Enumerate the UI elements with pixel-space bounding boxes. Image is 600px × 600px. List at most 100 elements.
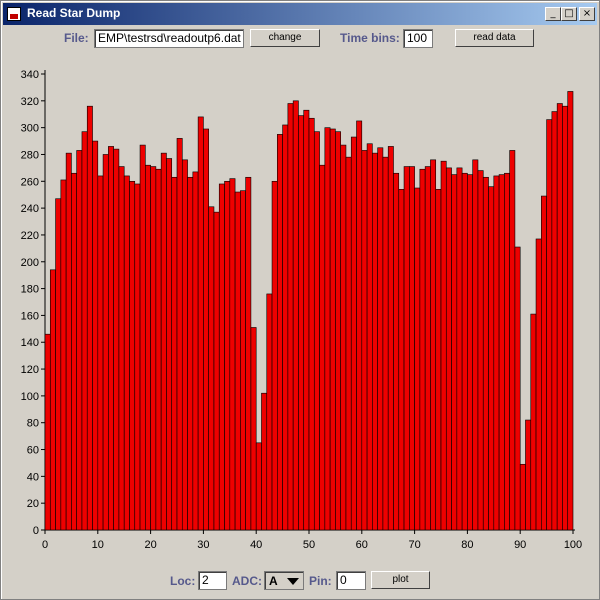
- x-tick-label: 50: [303, 539, 315, 551]
- histogram-bar: [102, 154, 109, 531]
- histogram-bar: [535, 238, 542, 531]
- histogram-bar: [187, 176, 194, 531]
- x-tick-label: 80: [461, 539, 473, 551]
- loc-label: Loc:: [170, 574, 196, 588]
- plot-button[interactable]: plot: [371, 571, 430, 589]
- y-tick-label: 40: [27, 471, 39, 483]
- histogram-bar: [541, 195, 547, 531]
- histogram-bar: [350, 136, 357, 531]
- y-tick-label: 260: [21, 176, 39, 188]
- pin-field[interactable]: 0: [336, 571, 366, 590]
- x-tick-label: 30: [197, 539, 209, 551]
- histogram-bar: [398, 189, 405, 531]
- histogram-bar: [282, 124, 289, 531]
- chevron-down-icon[interactable]: [287, 578, 299, 585]
- histogram-bar: [49, 269, 56, 531]
- y-tick-label: 20: [27, 498, 39, 510]
- x-axis: 0 10 20 30 40 50 60 70 80 90 100: [42, 529, 582, 551]
- histogram-bar: [76, 150, 83, 531]
- y-tick-label: 80: [27, 418, 39, 430]
- x-tick-label: 0: [42, 539, 48, 551]
- histogram-bar: [255, 442, 262, 531]
- x-tick-label: 10: [92, 539, 104, 551]
- y-tick-label: 0: [33, 525, 39, 537]
- histogram-bar: [562, 105, 569, 531]
- histogram-bar: [192, 171, 199, 531]
- histogram-bar: [472, 159, 479, 531]
- minimize-button[interactable]: _: [545, 7, 561, 21]
- close-button[interactable]: ×: [579, 7, 595, 21]
- histogram-bar: [118, 166, 125, 531]
- histogram-bar: [271, 180, 278, 531]
- histogram-bar: [308, 117, 315, 531]
- time-bins-field[interactable]: 100: [403, 29, 433, 48]
- file-label: File:: [64, 31, 89, 45]
- histogram-bar: [245, 176, 252, 531]
- read-data-button[interactable]: read data: [455, 29, 534, 47]
- histogram-bar: [224, 180, 231, 531]
- histogram-bar: [65, 152, 72, 531]
- histogram-bar: [166, 158, 173, 531]
- x-tick-label: 20: [144, 539, 156, 551]
- change-button[interactable]: change: [250, 29, 320, 47]
- histogram-bar: [345, 156, 352, 531]
- histogram-bar: [546, 119, 553, 531]
- histogram-bar: [519, 463, 526, 531]
- window-title: Read Star Dump: [27, 6, 121, 20]
- title-bar[interactable]: Read Star Dump _ □ ×: [3, 3, 597, 25]
- y-tick-label: 280: [21, 149, 39, 161]
- histogram-bar: [435, 189, 442, 531]
- histogram-bar: [340, 144, 347, 531]
- y-tick-label: 200: [21, 257, 39, 269]
- histogram-bar: [509, 150, 516, 531]
- loc-field[interactable]: 2: [198, 571, 227, 590]
- histogram-bar: [229, 178, 236, 531]
- histogram-bar: [277, 134, 283, 531]
- histogram-bar: [123, 175, 130, 531]
- histogram-bar: [451, 174, 458, 531]
- histogram-bar: [382, 156, 389, 531]
- time-bins-label: Time bins:: [340, 31, 400, 45]
- histogram-bar: [440, 160, 447, 531]
- y-tick-label: 120: [21, 364, 39, 376]
- histogram-bar: [213, 211, 220, 531]
- histogram-bar: [181, 159, 188, 531]
- histogram-bar: [139, 144, 146, 531]
- histogram-bar: [366, 143, 373, 531]
- histogram-bar: [525, 419, 532, 531]
- histogram-bar: [551, 111, 558, 531]
- histogram-bar: [424, 166, 431, 531]
- histogram-bar: [287, 103, 294, 531]
- histogram-bar: [329, 128, 336, 531]
- histogram-bar: [488, 186, 495, 531]
- histogram-bar: [60, 179, 67, 531]
- histogram-bar: [403, 166, 410, 531]
- file-path-field[interactable]: EMP\testrsd\readoutp6.dat: [94, 29, 244, 48]
- histogram-bar: [113, 148, 120, 531]
- histogram-bar: [250, 327, 257, 531]
- histogram-bar: [150, 166, 157, 531]
- x-tick-label: 70: [408, 539, 420, 551]
- adc-select[interactable]: A: [264, 571, 304, 590]
- maximize-button[interactable]: □: [561, 7, 577, 21]
- y-tick-label: 60: [27, 445, 39, 457]
- app-icon: [7, 7, 21, 21]
- histogram-bar: [81, 131, 88, 531]
- histogram-bar: [86, 105, 93, 531]
- histogram-bar: [504, 172, 510, 531]
- histogram-bar: [171, 176, 178, 531]
- histogram-bar: [97, 175, 104, 531]
- histogram-bar: [261, 392, 268, 531]
- histogram-chart: 0204060801001201401601802002202402602803…: [21, 69, 583, 551]
- adc-label: ADC:: [232, 574, 262, 588]
- x-tick-label: 60: [356, 539, 368, 551]
- histogram-bar: [377, 147, 384, 531]
- histogram-bar: [44, 333, 51, 531]
- histogram-bar: [234, 191, 241, 531]
- y-tick-label: 220: [21, 230, 39, 242]
- y-tick-label: 160: [21, 310, 39, 322]
- histogram-bar: [134, 183, 141, 531]
- histogram-bar: [493, 175, 500, 531]
- histogram-bar: [530, 313, 537, 531]
- histogram-bar: [335, 131, 341, 531]
